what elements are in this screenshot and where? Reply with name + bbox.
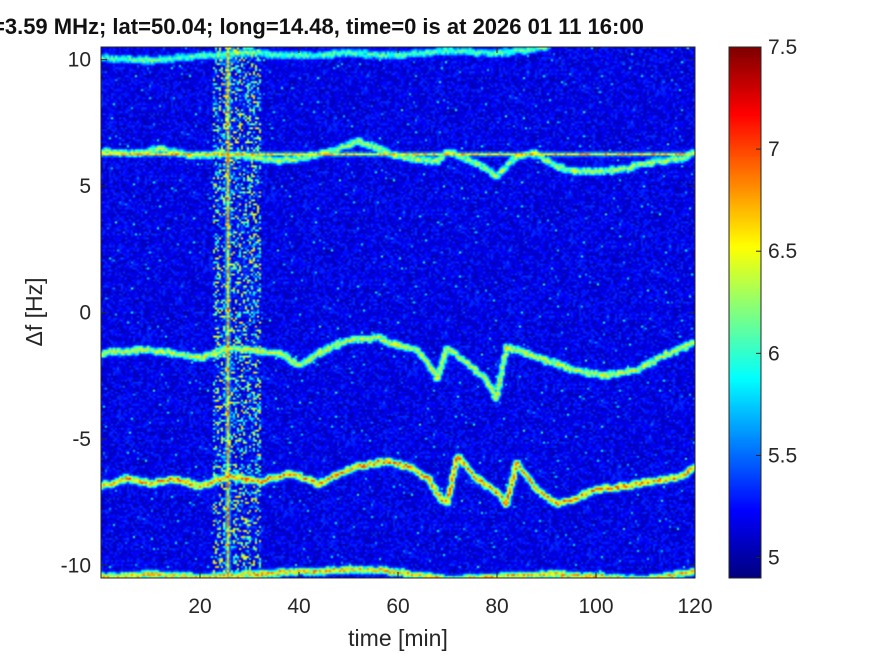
colorbar-axis: 5 5.5 6 6.5 7 7.5	[756, 36, 797, 570]
x-tick-label: 100	[578, 595, 613, 618]
x-tick-label: 80	[485, 595, 508, 618]
y-tick-label: -10	[61, 554, 91, 577]
y-tick-label: 0	[79, 302, 91, 325]
colorbar-tick-label: 7	[768, 138, 780, 161]
colorbar-tick-label: 7.5	[768, 36, 797, 59]
colorbar-tick-label: 6	[768, 342, 780, 365]
x-tick-label: 20	[188, 595, 211, 618]
y-tick-label: 10	[68, 49, 91, 72]
colorbar	[729, 47, 761, 578]
x-tick-label: 120	[677, 595, 712, 618]
colorbar-frame	[728, 46, 762, 579]
x-tick-label: 40	[287, 595, 310, 618]
y-tick-label: 5	[79, 175, 91, 198]
y-axis-label: Δf [Hz]	[21, 277, 47, 346]
x-axis: 20 40 60 80 100 120	[188, 47, 713, 618]
y-axis: -10 -5 0 5 10	[61, 49, 695, 577]
spectrogram-heatmap	[101, 47, 695, 578]
colorbar-tick-label: 5	[768, 547, 780, 570]
chart-title: =3.59 MHz; lat=50.04; long=14.48, time=0…	[0, 14, 644, 39]
colorbar-tick-label: 5.5	[768, 444, 797, 467]
y-tick-label: -5	[72, 428, 91, 451]
colorbar-tick-label: 6.5	[768, 240, 797, 263]
x-tick-label: 60	[386, 595, 409, 618]
x-axis-label: time [min]	[348, 625, 448, 651]
